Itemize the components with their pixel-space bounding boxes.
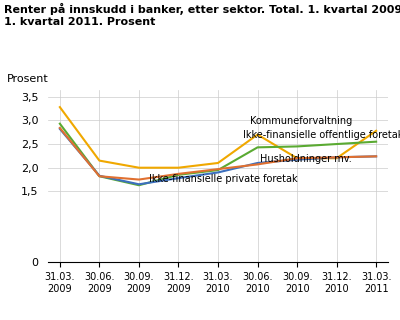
Text: Ikke-finansielle offentlige foretak: Ikke-finansielle offentlige foretak (242, 130, 400, 140)
Text: Ikke-finansielle private foretak: Ikke-finansielle private foretak (149, 174, 298, 184)
Text: Kommuneforvaltning: Kommuneforvaltning (250, 116, 353, 126)
Text: Renter på innskudd i banker, etter sektor. Total. 1. kvartal 2009-
1. kvartal 20: Renter på innskudd i banker, etter sekto… (4, 3, 400, 27)
Text: Husholdninger mv.: Husholdninger mv. (260, 154, 351, 164)
Text: Prosent: Prosent (7, 75, 49, 84)
